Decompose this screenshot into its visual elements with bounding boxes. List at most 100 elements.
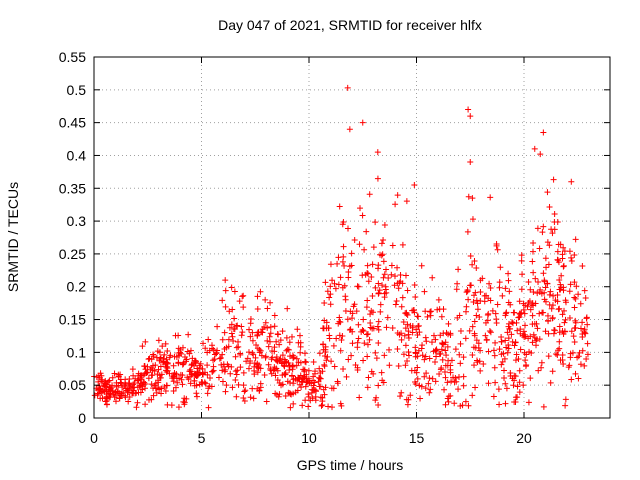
- data-point: [312, 393, 319, 400]
- data-point: [102, 398, 109, 405]
- data-point: [378, 252, 385, 259]
- data-point: [375, 318, 382, 325]
- data-point: [454, 314, 461, 321]
- data-point: [441, 369, 448, 376]
- data-point: [570, 333, 577, 340]
- data-point: [322, 279, 329, 286]
- data-point: [335, 320, 342, 327]
- data-point: [202, 380, 209, 387]
- data-point: [134, 377, 141, 384]
- y-tick-label: 0.15: [59, 312, 86, 328]
- data-point: [263, 398, 270, 405]
- data-point: [229, 333, 236, 340]
- axis-ticks: [93, 56, 610, 419]
- data-point: [312, 368, 319, 375]
- data-point: [469, 352, 476, 359]
- data-point: [140, 379, 147, 386]
- data-point: [546, 204, 553, 211]
- data-point: [208, 383, 215, 390]
- data-point: [465, 402, 472, 409]
- data-point: [129, 390, 136, 397]
- data-point: [496, 401, 503, 408]
- data-point: [222, 388, 229, 395]
- data-point: [254, 369, 261, 376]
- data-point: [249, 385, 256, 392]
- data-point: [255, 365, 262, 372]
- data-point: [419, 342, 426, 349]
- data-point: [257, 380, 264, 387]
- data-point: [554, 218, 561, 225]
- data-point: [394, 192, 401, 199]
- y-tick-label: 0.35: [59, 180, 86, 196]
- data-point: [378, 240, 385, 247]
- data-point: [316, 365, 323, 372]
- data-point: [511, 309, 518, 316]
- data-point: [457, 340, 464, 347]
- y-tick-label: 0.1: [67, 344, 87, 360]
- data-point: [532, 275, 539, 282]
- data-point: [469, 195, 476, 202]
- data-point: [249, 337, 256, 344]
- data-point: [575, 375, 582, 382]
- data-point: [164, 382, 171, 389]
- data-point: [219, 297, 226, 304]
- data-point: [356, 394, 363, 401]
- data-point: [97, 395, 104, 402]
- data-point: [503, 344, 510, 351]
- data-point: [473, 337, 480, 344]
- data-point: [299, 402, 306, 409]
- y-tick-label: 0.2: [67, 279, 87, 295]
- data-point: [439, 356, 446, 363]
- data-point: [361, 246, 368, 253]
- data-point: [533, 320, 540, 327]
- data-point: [416, 329, 423, 336]
- data-point: [251, 360, 258, 367]
- data-point: [559, 351, 566, 358]
- data-point: [476, 358, 483, 365]
- data-point: [310, 358, 317, 365]
- data-point: [566, 288, 573, 295]
- data-point: [358, 328, 365, 335]
- data-point: [346, 126, 353, 133]
- data-point: [349, 340, 356, 347]
- data-point: [465, 296, 472, 303]
- data-point: [540, 223, 547, 230]
- data-point: [402, 362, 409, 369]
- data-point: [493, 240, 500, 247]
- data-point: [166, 354, 173, 361]
- data-point: [380, 379, 387, 386]
- data-point: [320, 386, 327, 393]
- data-point: [290, 380, 297, 387]
- data-point: [422, 334, 429, 341]
- data-point: [210, 346, 217, 353]
- data-point: [116, 395, 123, 402]
- data-point: [118, 380, 125, 387]
- data-point: [531, 145, 538, 152]
- data-point: [404, 401, 411, 408]
- data-point: [359, 119, 366, 126]
- data-point: [95, 372, 102, 379]
- data-point: [306, 379, 313, 386]
- data-point: [496, 279, 503, 286]
- data-point: [453, 286, 460, 293]
- data-point: [322, 348, 329, 355]
- data-point: [485, 380, 492, 387]
- data-point: [164, 365, 171, 372]
- data-point: [119, 384, 126, 391]
- data-point: [511, 342, 518, 349]
- data-point: [338, 336, 345, 343]
- data-point: [270, 367, 277, 374]
- data-point: [266, 333, 273, 340]
- data-point: [360, 316, 367, 323]
- data-point: [293, 355, 300, 362]
- data-point: [403, 198, 410, 205]
- data-point: [187, 380, 194, 387]
- data-point: [537, 151, 544, 158]
- data-point: [542, 284, 549, 291]
- data-point: [285, 389, 292, 396]
- data-point: [549, 302, 556, 309]
- data-point: [566, 315, 573, 322]
- data-point: [530, 331, 537, 338]
- data-point: [330, 385, 337, 392]
- data-point: [482, 332, 489, 339]
